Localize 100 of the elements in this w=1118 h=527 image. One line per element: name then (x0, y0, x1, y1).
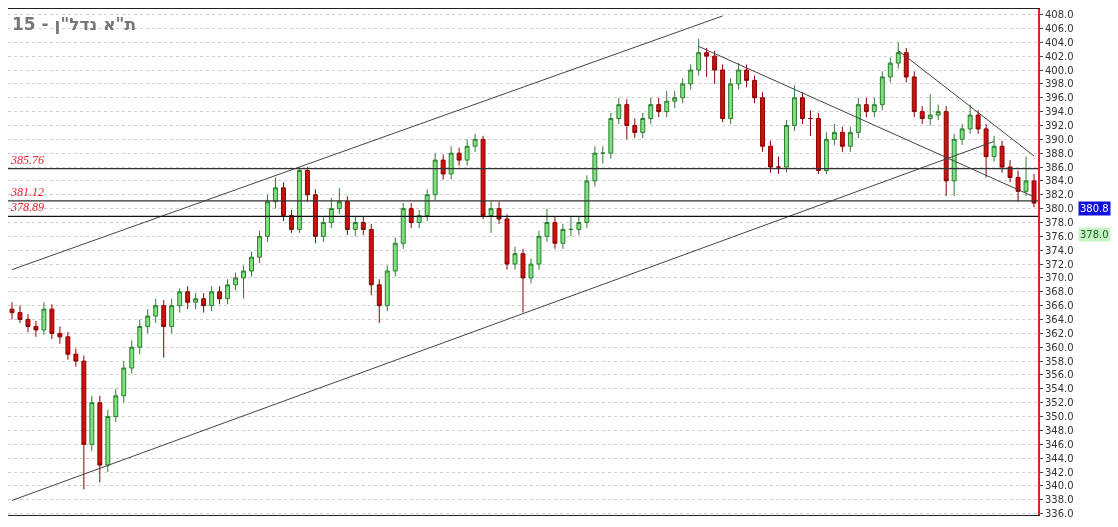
y-tick-label: 366.0 (1045, 300, 1074, 312)
candlestick (9, 301, 15, 321)
candlestick (943, 105, 949, 197)
candlestick (456, 147, 462, 167)
candlestick (25, 313, 31, 333)
candlestick (265, 194, 270, 243)
candlestick (464, 138, 470, 167)
y-tick-label: 354.0 (1045, 383, 1074, 395)
y-tick-label: 388.0 (1045, 147, 1074, 159)
y-tick-label: 350.0 (1045, 411, 1074, 423)
candlestick (209, 285, 215, 312)
y-tick-label: 340.0 (1045, 480, 1074, 492)
candlestick (1007, 159, 1013, 183)
candlestick (129, 339, 135, 375)
candlestick (368, 223, 374, 296)
ref-line-label: 381.12 (10, 185, 44, 199)
candlestick (336, 187, 342, 215)
candlestick (855, 97, 861, 139)
candlestick (800, 91, 805, 125)
candlestick (704, 47, 710, 78)
y-tick-label: 400.0 (1045, 64, 1074, 76)
candlestick (871, 97, 877, 118)
y-tick-label: 392.0 (1045, 119, 1074, 131)
candlestick (640, 112, 646, 139)
candlestick (951, 133, 957, 197)
text: 380.8 (1080, 203, 1109, 214)
candlestick (560, 223, 566, 250)
candlestick (831, 123, 837, 146)
candlestick (121, 360, 127, 404)
chart-title: ת"א נדל"ן - 15 (12, 14, 137, 34)
candlestick (895, 41, 901, 70)
candlestick (416, 209, 422, 229)
y-tick-label: 352.0 (1045, 397, 1074, 409)
y-tick-label: 360.0 (1045, 341, 1074, 353)
candlestick (768, 140, 773, 174)
candlestick (592, 145, 598, 187)
y-tick-label: 402.0 (1045, 50, 1074, 62)
candlestick (376, 278, 382, 324)
candlestick (257, 230, 262, 264)
candlestick (520, 248, 526, 314)
candlestick (664, 90, 670, 118)
candlestick (784, 119, 789, 174)
candlestick (137, 319, 143, 355)
candlestick (225, 278, 231, 305)
candlestick (736, 62, 742, 90)
candlestick (177, 287, 183, 314)
y-tick-label: 378.0 (1045, 216, 1074, 228)
candlestick (320, 216, 326, 243)
candlestick (967, 104, 973, 135)
candlestick (400, 202, 406, 250)
candlestick (959, 123, 965, 146)
candlestick (760, 91, 765, 153)
text: 378.0 (1080, 229, 1109, 240)
y-tick-label: 336.0 (1045, 508, 1074, 520)
y-tick-label: 406.0 (1045, 22, 1074, 34)
candlestick (807, 109, 813, 137)
candlestick (384, 264, 390, 312)
candlestick (847, 126, 853, 153)
candlestick (17, 305, 23, 324)
candlestick (65, 331, 71, 361)
candlestick (696, 38, 702, 77)
y-tick-label: 384.0 (1045, 175, 1074, 187)
y-tick-label: 408.0 (1045, 9, 1074, 21)
candlestick (648, 97, 654, 125)
candlestick (624, 98, 630, 140)
candlestick (440, 154, 446, 181)
candlestick (496, 201, 502, 225)
candlestick (823, 131, 829, 175)
y-tick-label: 356.0 (1045, 369, 1074, 381)
candlestick (344, 195, 350, 236)
candlestick (145, 308, 151, 334)
candlestick (73, 348, 79, 368)
candlestick (304, 166, 310, 203)
candlestick (528, 258, 534, 284)
candlestick (288, 209, 294, 234)
y-tick-label: 390.0 (1045, 133, 1074, 145)
candlestick (217, 285, 223, 305)
candlestick (249, 251, 254, 278)
candlestick (328, 197, 334, 229)
candlestick (584, 174, 590, 229)
candlestick (863, 97, 869, 118)
y-tick-label: 346.0 (1045, 438, 1074, 450)
candlestick (552, 216, 558, 250)
candlestick (712, 50, 718, 85)
candlestick (792, 84, 797, 132)
candlestick (49, 303, 55, 340)
candlestick (744, 63, 750, 88)
y-tick-label: 362.0 (1045, 327, 1074, 339)
candlestick (576, 216, 582, 236)
candlestick (153, 298, 159, 324)
candlestick (680, 77, 686, 104)
candlestick (1015, 170, 1021, 203)
y-tick-label: 398.0 (1045, 78, 1074, 90)
candlestick (720, 63, 726, 123)
y-tick-label: 342.0 (1045, 466, 1074, 478)
candlestick (360, 216, 366, 236)
candlestick (728, 77, 734, 125)
candlestick (927, 93, 933, 126)
candlestick (424, 188, 430, 222)
candlestick (600, 145, 606, 165)
